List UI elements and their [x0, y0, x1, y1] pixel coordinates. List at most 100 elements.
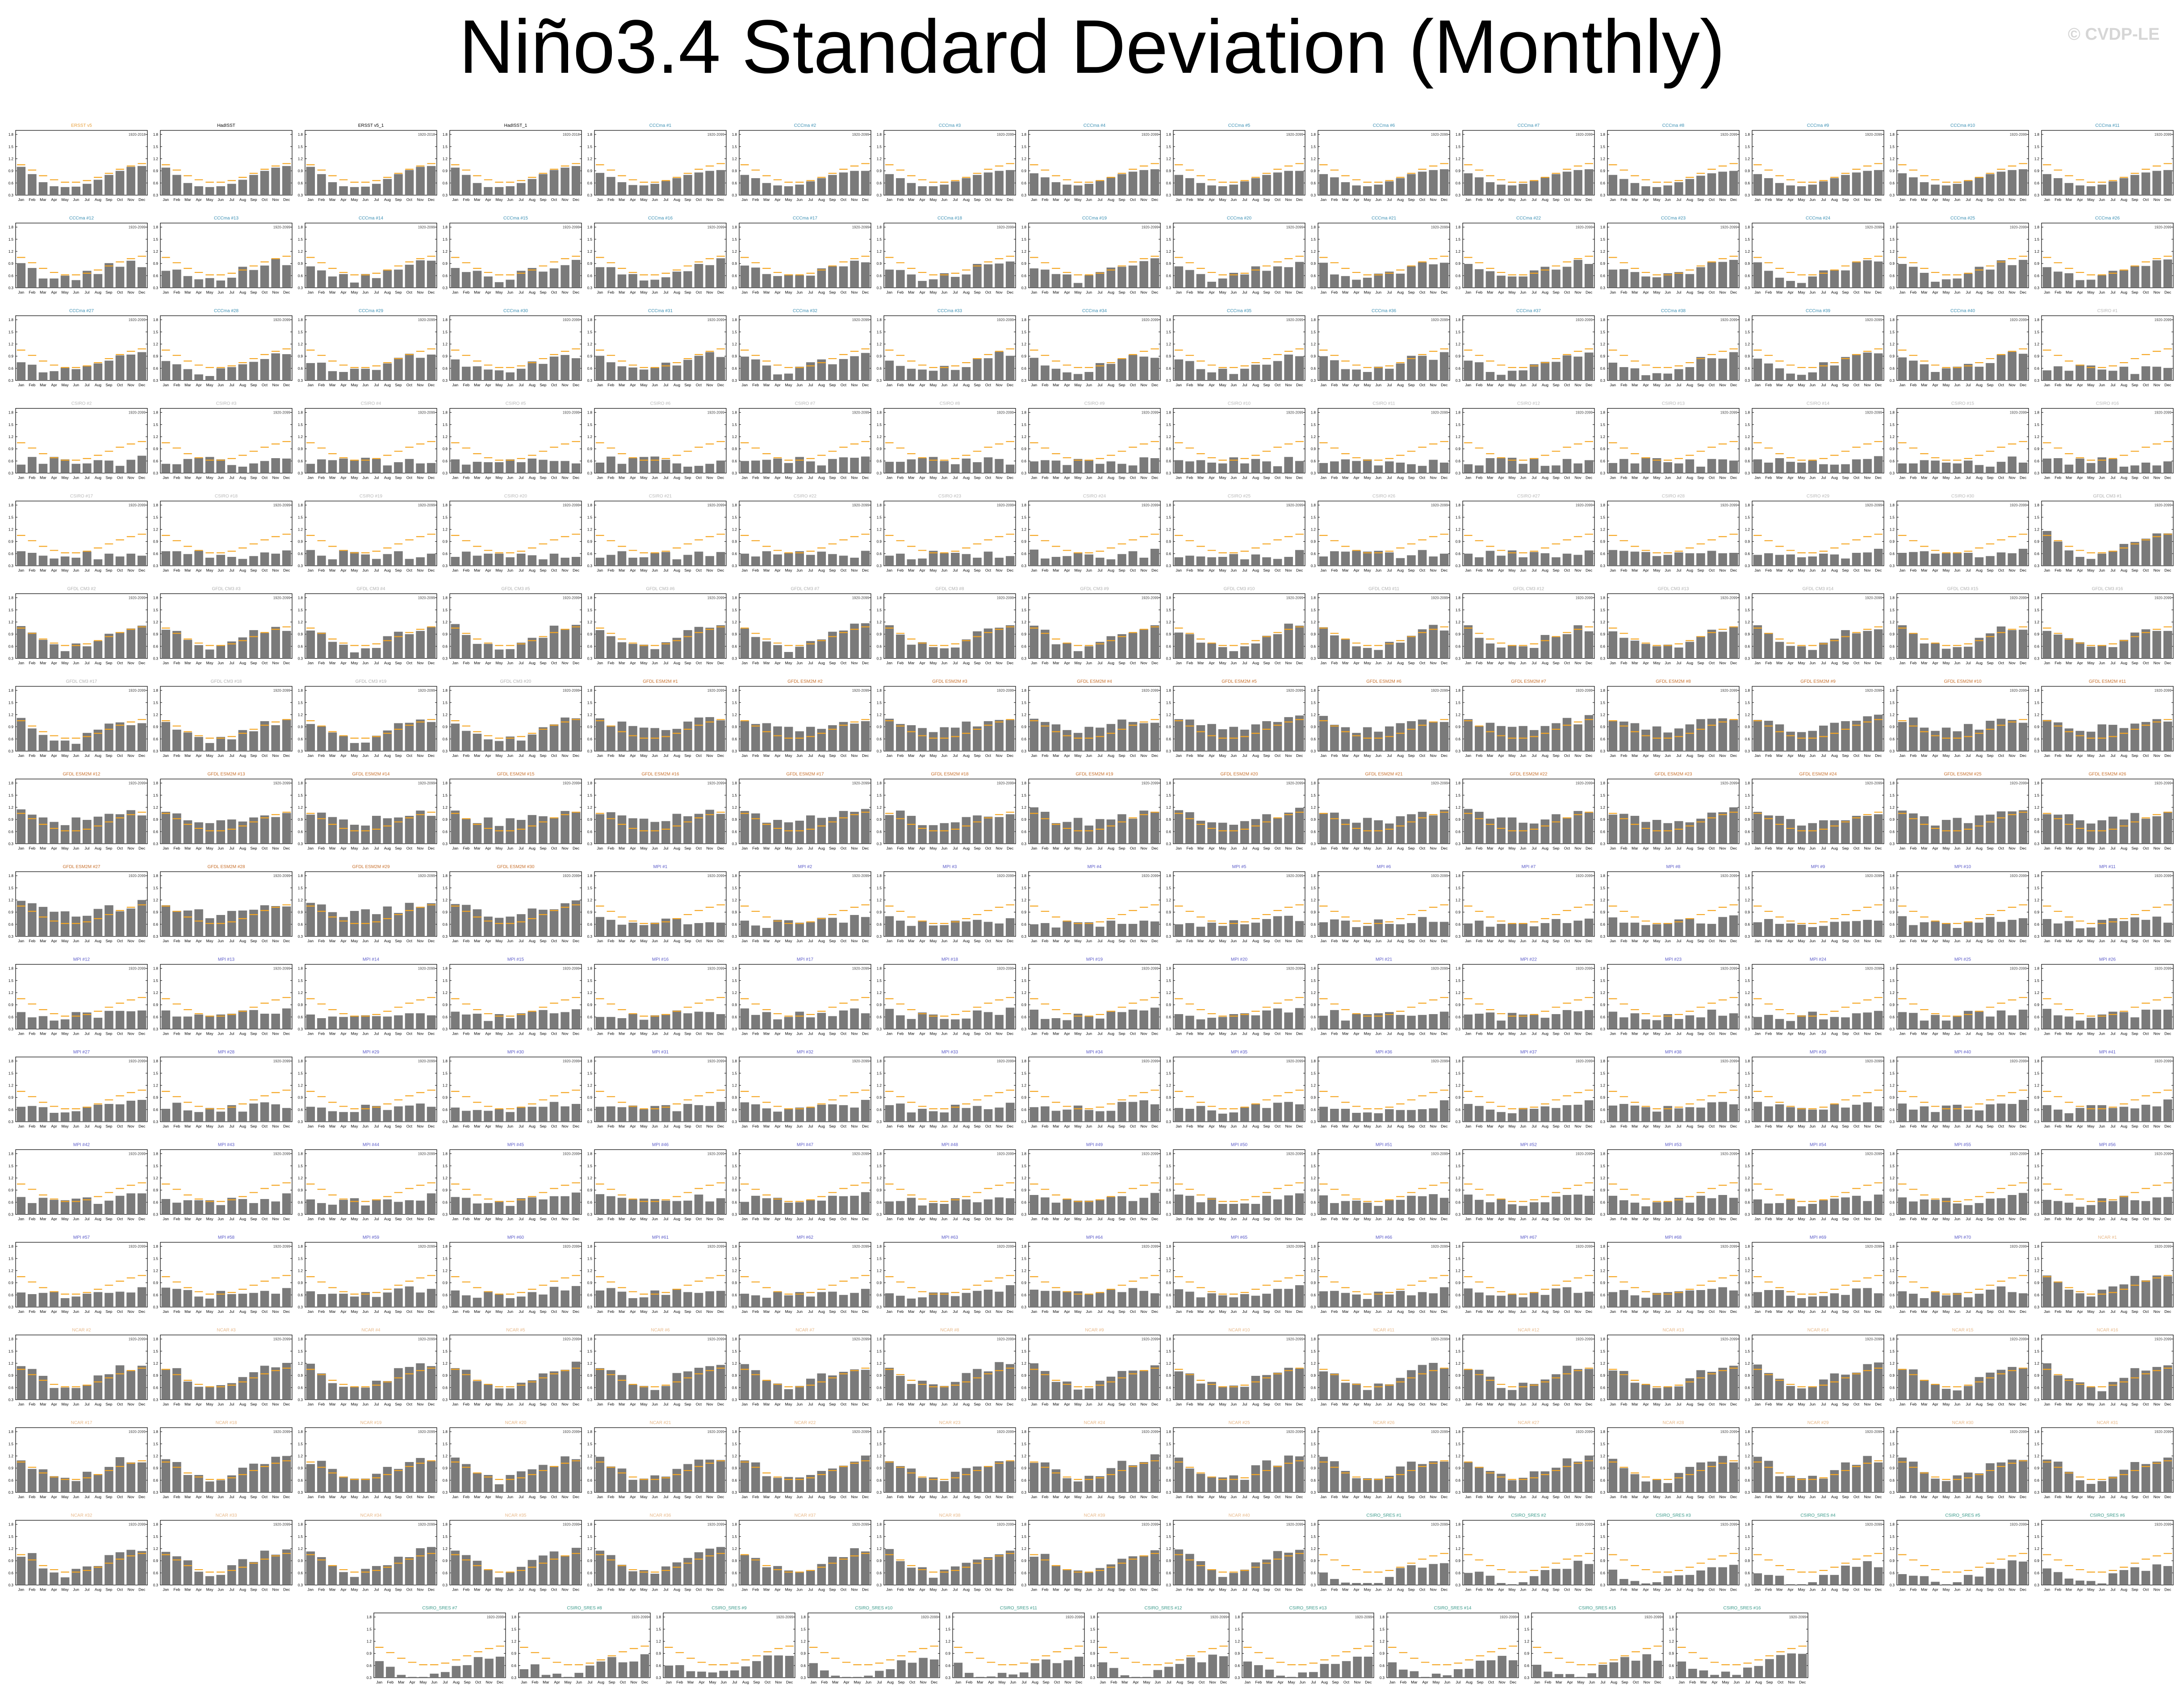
bar	[1718, 262, 1727, 288]
y-tick-label: 1.8	[298, 318, 303, 322]
y-tick-label: 0.9	[1890, 447, 1895, 451]
panel-frame	[739, 408, 871, 474]
bar	[205, 649, 214, 659]
x-tick-label: Oct	[1709, 197, 1715, 202]
bar	[306, 550, 315, 566]
bar	[1519, 557, 1527, 566]
y-tick-label: 0.9	[732, 540, 737, 544]
y-tick-label: 1.8	[153, 503, 159, 507]
bar	[951, 370, 960, 380]
x-tick-label: Jun	[1954, 568, 1960, 572]
x-tick-label: Oct	[696, 383, 702, 387]
bar	[962, 367, 971, 380]
bar	[1996, 462, 2006, 473]
y-tick-label: 0.6	[2034, 274, 2040, 278]
bar	[1363, 459, 1372, 473]
x-tick-label: Jan	[1754, 197, 1761, 202]
bar	[1150, 258, 1159, 288]
x-tick-label: May	[496, 197, 503, 202]
x-tick-label: Dec	[1151, 290, 1159, 295]
bar	[1464, 553, 1473, 566]
bar	[361, 368, 370, 380]
x-tick-label: Feb	[897, 290, 904, 295]
x-tick-label: Jan	[1610, 383, 1616, 387]
bar	[1696, 267, 1705, 288]
bar	[1685, 179, 1694, 195]
x-tick-label: Aug	[1976, 568, 1983, 572]
x-tick-label: Sep	[1842, 476, 1849, 480]
bar	[1552, 269, 1561, 288]
y-tick-label: 1.5	[1890, 330, 1895, 334]
y-tick-label: 0.3	[732, 379, 737, 383]
bar	[2018, 354, 2028, 380]
y-tick-label: 0.3	[1745, 379, 1750, 383]
x-tick-label: Sep	[2131, 197, 2138, 202]
x-tick-label: May	[930, 476, 937, 480]
bar	[839, 630, 848, 659]
x-tick-label: Apr	[630, 568, 636, 572]
x-tick-label: Jul	[1821, 290, 1826, 295]
y-tick-label: 0.3	[8, 472, 14, 476]
y-tick-label: 1.8	[298, 411, 303, 415]
bar	[694, 627, 703, 659]
x-tick-label: Jun	[218, 568, 224, 572]
bar	[1385, 642, 1394, 659]
panel-period: 1920-2099	[1720, 318, 1738, 322]
x-tick-label: Jan	[1610, 476, 1616, 480]
y-tick-label: 0.3	[8, 286, 14, 290]
panel: GFDL CM3 #11920-20990.30.60.91.21.51.8Ja…	[2034, 494, 2174, 572]
bar	[494, 187, 504, 195]
y-tick-label: 0.3	[1311, 657, 1316, 661]
panel-period: 1920-2018	[418, 133, 435, 137]
x-tick-label: Oct	[841, 197, 847, 202]
x-tick-label: Apr	[774, 290, 780, 295]
panel-frame	[739, 593, 871, 659]
bar	[38, 278, 48, 288]
x-tick-label: May	[2088, 290, 2095, 295]
panel-title: CSIRO #11	[1372, 401, 1395, 406]
bar	[1063, 274, 1071, 288]
bar	[372, 647, 381, 659]
panel-frame	[449, 408, 582, 474]
panel-frame	[594, 593, 727, 659]
x-tick-label: Aug	[95, 383, 101, 387]
y-tick-label: 1.5	[298, 515, 303, 519]
bar	[1341, 551, 1350, 566]
x-tick-label: May	[1509, 197, 1516, 202]
bar	[1174, 460, 1184, 473]
x-tick-label: Dec	[1730, 197, 1737, 202]
bar	[1652, 458, 1661, 473]
bar	[1909, 552, 1918, 566]
y-tick-label: 0.3	[732, 286, 737, 290]
bar	[1229, 272, 1238, 288]
panel: GFDL CM3 #41920-20990.30.60.91.21.51.8Ja…	[298, 587, 437, 665]
y-tick-label: 1.8	[2034, 318, 2040, 322]
x-tick-label: Nov	[128, 383, 135, 387]
bar	[1251, 266, 1260, 288]
panel-period: 1920-2099	[1431, 133, 1448, 137]
x-tick-label: Dec	[1007, 383, 1014, 387]
panel-title: CCCma #31	[648, 309, 673, 313]
panel-frame	[305, 130, 437, 196]
y-tick-label: 1.5	[1600, 238, 1606, 242]
bar	[1909, 360, 1918, 380]
y-tick-label: 0.9	[1311, 447, 1316, 451]
bar	[683, 630, 692, 659]
panel-title: CSIRO #10	[1228, 401, 1251, 406]
panel-title: CCCma #19	[1082, 216, 1107, 221]
y-tick-label: 0.3	[877, 657, 882, 661]
y-tick-label: 1.5	[1890, 423, 1895, 427]
y-tick-label: 1.5	[1166, 515, 1171, 519]
panel-frame	[739, 222, 871, 288]
panel-frame	[1028, 593, 1161, 659]
bar	[762, 551, 771, 566]
x-tick-label: May	[930, 568, 937, 572]
x-tick-label: Jul	[663, 197, 668, 202]
x-tick-label: Jan	[1465, 568, 1471, 572]
x-tick-label: Mar	[619, 476, 625, 480]
x-tick-label: Dec	[138, 383, 146, 387]
